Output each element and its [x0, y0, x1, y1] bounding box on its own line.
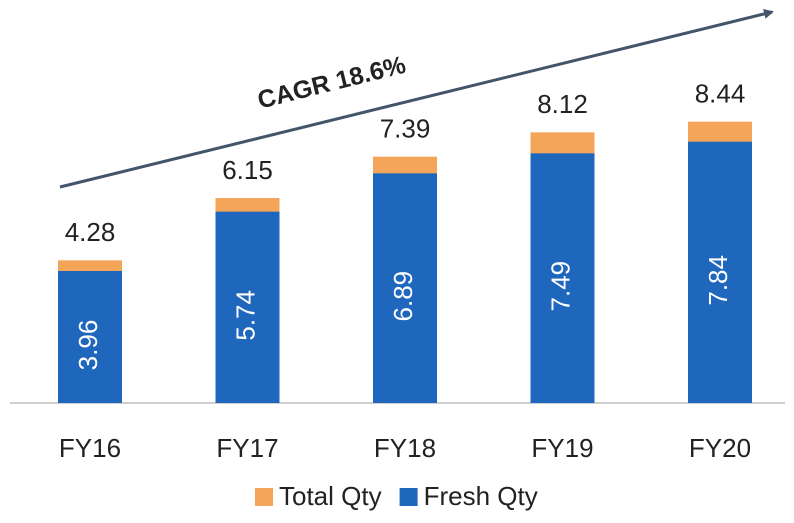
total-label: 6.15 [222, 155, 273, 185]
legend-swatch [255, 488, 273, 506]
x-tick-label: FY17 [216, 433, 278, 463]
x-tick-label: FY18 [374, 433, 436, 463]
cagr-arrow [59, 9, 774, 189]
fresh-label: 7.84 [703, 255, 733, 306]
cagr-annotation: CAGR 18.6% [255, 51, 409, 115]
bar [215, 211, 280, 403]
total-label: 7.39 [380, 114, 431, 144]
bar [58, 271, 122, 403]
legend-label: Fresh Qty [424, 481, 538, 511]
x-tick-label: FY16 [59, 433, 121, 463]
x-tick-label: FY19 [531, 433, 593, 463]
bar [530, 153, 595, 403]
total-label: 8.44 [695, 79, 746, 109]
fresh-label: 6.89 [388, 271, 418, 322]
fresh-label: 5.74 [230, 290, 260, 341]
legend-label: Total Qty [279, 481, 382, 511]
fresh-label: 3.96 [73, 320, 103, 371]
bar [688, 141, 752, 403]
x-tick-label: FY20 [689, 433, 751, 463]
legend-swatch [399, 488, 418, 506]
bar [373, 173, 437, 403]
total-label: 4.28 [65, 217, 116, 247]
total-label: 8.12 [537, 89, 588, 119]
fresh-label: 7.49 [545, 261, 575, 312]
